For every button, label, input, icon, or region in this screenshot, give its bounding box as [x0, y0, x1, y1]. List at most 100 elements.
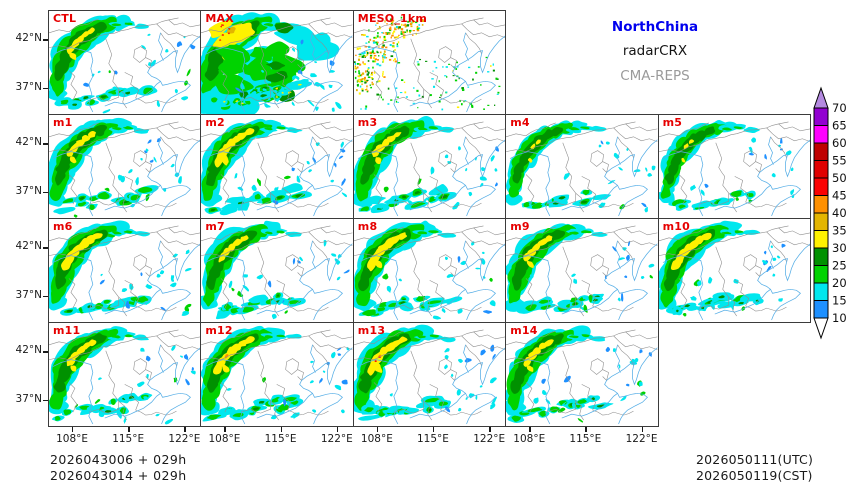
y-tick-label: 37°N	[15, 392, 42, 405]
y-tick-label: 37°N	[15, 288, 42, 301]
footer-left: 2026043006 + 029h 2026043014 + 029h	[50, 452, 187, 483]
panel-label: m10	[662, 220, 690, 233]
panel-label: m2	[205, 116, 225, 129]
x-tick	[72, 427, 74, 432]
radar-map-m2	[201, 118, 353, 217]
colorbar-tick-label: 30	[832, 241, 847, 255]
panel-label: m8	[357, 220, 378, 233]
x-tick	[376, 427, 379, 432]
radar-map-m4	[506, 120, 658, 217]
figure-title-block: NorthChina radarCRX CMA-REPS	[555, 19, 755, 84]
colorbar-tick-label: 65	[832, 119, 847, 133]
region-title: NorthChina	[611, 19, 699, 35]
y-tick	[42, 295, 48, 298]
y-tick	[42, 191, 48, 194]
panel-label: MAX	[205, 12, 234, 25]
x-tick	[336, 427, 339, 432]
panel-m4: m4	[505, 114, 659, 219]
colorbar-tick-label: 10	[832, 311, 847, 325]
panel-m5: m5	[657, 114, 811, 219]
init-time-line-2: 2026043014 + 029h	[50, 467, 187, 483]
y-tick	[42, 87, 48, 90]
colorbar-segment	[813, 300, 829, 319]
x-tick	[184, 427, 186, 432]
y-tick-label: 42°N	[15, 240, 42, 253]
x-tick-label: 108°E	[208, 433, 241, 445]
y-tick-label: 42°N	[15, 344, 42, 357]
panel-m6: m6	[48, 218, 202, 323]
x-tick	[489, 427, 491, 432]
colorbar-tick-label: 40	[832, 206, 847, 220]
x-tick-label: 115°E	[112, 433, 145, 445]
colorbar-segment	[813, 230, 829, 249]
x-tick-label: 115°E	[569, 433, 602, 445]
colorbar-segment	[813, 142, 829, 161]
y-tick	[42, 143, 48, 145]
product-title: radarCRX	[622, 43, 688, 59]
panel-label: m3	[357, 116, 378, 129]
y-tick-label: 42°N	[15, 32, 42, 45]
y-tick	[42, 351, 48, 353]
panel-m8: m8	[352, 218, 507, 323]
panel-m7: m7	[200, 218, 354, 323]
footer-right: 2026050111(UTC) 2026050119(CST)	[696, 452, 813, 483]
x-tick-label: 108°E	[360, 433, 393, 445]
radar-map-m13	[353, 324, 506, 425]
colorbar-tick-label: 55	[832, 154, 847, 168]
colorbar-segment	[813, 282, 829, 301]
radar-map-MESO_1km	[353, 16, 506, 113]
panel-label: m9	[510, 220, 530, 233]
panel-label: MESO_1km	[357, 12, 428, 25]
radar-map-m1	[49, 117, 201, 218]
init-time-line-1: 2026043006 + 029h	[50, 452, 187, 467]
panel-m10: m10	[657, 218, 811, 323]
colorbar-tick-label: 45	[832, 189, 847, 203]
colorbar-tick-label: 25	[832, 259, 847, 273]
colorbar-segment	[813, 177, 829, 196]
radar-map-m7	[201, 220, 353, 321]
radar-map-CTL	[49, 14, 201, 114]
colorbar-segment	[813, 160, 829, 179]
panel-m14: m14	[505, 322, 659, 427]
y-tick-label: 42°N	[15, 136, 42, 149]
x-tick	[529, 427, 531, 432]
colorbar-segment	[813, 265, 829, 284]
panel-label: m13	[357, 324, 386, 337]
colorbar-tick-label: 20	[832, 276, 847, 290]
x-tick	[432, 427, 435, 432]
colorbar: 10 15 20 25 30 35 40 45 50 55 60 65 70	[813, 86, 847, 340]
colorbar-tick-label: 15	[832, 294, 847, 308]
model-title: CMA-REPS	[620, 68, 690, 84]
panel-label: m14	[510, 324, 538, 337]
y-tick-label: 37°N	[15, 80, 42, 93]
panel-m1: m1	[48, 114, 202, 219]
panel-MESO_1km: MESO_1km	[352, 10, 507, 115]
radar-map-m10	[658, 220, 810, 321]
colorbar-tick-label: 70	[832, 101, 847, 115]
panel-m2: m2	[200, 114, 354, 219]
colorbar-tick-label: 50	[832, 171, 847, 185]
panel-m13: m13	[352, 322, 507, 427]
radar-map-m14	[506, 325, 658, 425]
x-tick	[280, 427, 282, 432]
panel-m12: m12	[200, 322, 354, 427]
x-tick	[641, 427, 643, 432]
panel-label: m5	[662, 116, 683, 129]
colorbar-tick-label: 35	[832, 224, 847, 238]
x-tick-label: 108°E	[513, 433, 546, 445]
radar-map-m3	[353, 115, 506, 217]
colorbar-tick-label: 60	[832, 136, 847, 150]
y-tick-label: 37°N	[15, 184, 42, 197]
colorbar-segment	[813, 195, 829, 214]
panel-CTL: CTL	[48, 10, 202, 115]
panel-MAX: MAX	[200, 10, 354, 115]
x-tick-label: 108°E	[56, 433, 89, 445]
panel-m11: m11	[48, 322, 202, 427]
colorbar-over-arrow	[813, 86, 829, 109]
panel-label: CTL	[53, 12, 77, 25]
radar-map-m9	[506, 223, 658, 321]
panel-m9: m9	[505, 218, 659, 323]
x-tick-label: 115°E	[264, 433, 297, 445]
radar-map-m11	[49, 326, 201, 425]
